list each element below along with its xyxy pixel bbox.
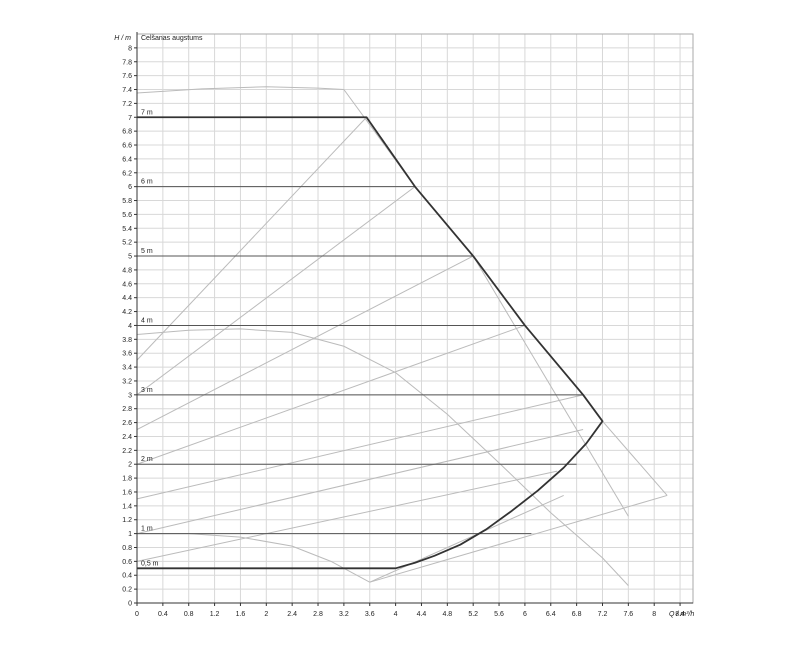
y-tick-label: 4.2: [122, 309, 132, 316]
helper-curve: [369, 494, 564, 583]
helper-curve: [472, 255, 629, 517]
grid: [136, 33, 694, 604]
y-tick-label: 0.4: [122, 573, 132, 580]
y-tick-label: 7.8: [122, 59, 132, 66]
y-tick-label: 5.6: [122, 212, 132, 219]
y-tick-label: 1.8: [122, 476, 132, 483]
y-tick-label: 5.4: [122, 226, 132, 233]
helper-lines: [136, 86, 668, 586]
x-tick-label: 3.6: [365, 611, 375, 618]
operating-envelope: [137, 116, 604, 570]
setpoint-lines: 7 m 6 m 5 m 4 m 3 m 2 m 1 m 0,5 m: [137, 109, 584, 569]
y-axis-label: H / m: [114, 35, 131, 42]
y-tick-label: 3.4: [122, 365, 132, 372]
setpoint-label: 4 m: [141, 317, 153, 324]
y-tick-label: 3.6: [122, 351, 132, 358]
setpoint-label: 6 m: [141, 179, 153, 186]
x-tick-label: 2: [264, 611, 268, 618]
x-tick-label: 6.8: [572, 611, 582, 618]
y-tick-label: 0.2: [122, 587, 132, 594]
y-tick-label: 2.4: [122, 434, 132, 441]
y-tick-label: 5.2: [122, 240, 132, 247]
y-tick-label: 0: [128, 601, 132, 608]
plot-frame: [136, 33, 694, 604]
y-tick-label: 2.6: [122, 420, 132, 427]
x-tick-label: 6.4: [546, 611, 556, 618]
y-tick-label: 4.4: [122, 295, 132, 302]
envelope-curve: [137, 116, 604, 570]
x-tick-label: 8.4: [675, 611, 685, 618]
y-tick-label: 7.4: [122, 87, 132, 94]
y-tick-label: 1: [128, 531, 132, 538]
helper-curve: [136, 255, 474, 430]
helper-curve: [136, 86, 344, 94]
y-tick-label: 2.2: [122, 448, 132, 455]
x-tick-label: 4.4: [417, 611, 427, 618]
setpoint-label: 5 m: [141, 248, 153, 255]
y-tick-label: 1.6: [122, 489, 132, 496]
setpoint-label: 1 m: [141, 526, 153, 533]
helper-curve: [136, 328, 629, 586]
chart-title: Celšanas augstums: [141, 35, 203, 42]
axes: [136, 32, 693, 604]
y-tick-label: 1.4: [122, 503, 132, 510]
helper-curve: [136, 429, 584, 535]
x-tick-label: 4: [394, 611, 398, 618]
helper-curve: [369, 494, 668, 583]
setpoint-label: 0,5 m: [141, 560, 159, 567]
x-tick-label: 3.2: [339, 611, 349, 618]
setpoint-label: 2 m: [141, 456, 153, 463]
y-tick-label: 1.2: [122, 517, 132, 524]
y-tick-label: 3.2: [122, 378, 132, 385]
x-tick-label: 4.8: [442, 611, 452, 618]
y-tick-label: 7: [128, 115, 132, 122]
y-tick-label: 2.8: [122, 406, 132, 413]
y-tick-label: 5: [128, 254, 132, 261]
y-tick-label: 6.8: [122, 129, 132, 136]
helper-curve: [136, 186, 416, 396]
x-tick-label: 0.8: [184, 611, 194, 618]
setpoint-label: 7 m: [141, 109, 153, 116]
x-tick-label: 2.8: [313, 611, 323, 618]
helper-curve: [602, 420, 668, 496]
helper-curve: [136, 116, 367, 361]
y-tick-label: 8: [128, 45, 132, 52]
x-tick-label: 8: [652, 611, 656, 618]
x-tick-label: 1.2: [210, 611, 220, 618]
y-tick-label: 6: [128, 184, 132, 191]
x-tick-label: 0: [135, 611, 139, 618]
x-tick-label: 7.6: [623, 611, 633, 618]
helper-curve: [136, 470, 558, 562]
helper-curve: [136, 394, 584, 500]
y-tick-label: 6.2: [122, 170, 132, 177]
y-tick-label: 7.2: [122, 101, 132, 108]
y-tick-label: 5.8: [122, 198, 132, 205]
x-tick-label: 5.6: [494, 611, 504, 618]
tick-labels: 0 0.4 0.8 1.2 1.6 2 2.4 2.8 3.2 3.6 4 4.4 4.8 5.2 5.6 6…: [122, 45, 685, 618]
y-tick-label: 7.6: [122, 73, 132, 80]
x-tick-label: 1.6: [236, 611, 246, 618]
y-tick-label: 4.8: [122, 267, 132, 274]
y-tick-label: 6.6: [122, 143, 132, 150]
x-tick-label: 5.2: [468, 611, 478, 618]
y-tick-label: 3.8: [122, 337, 132, 344]
y-tick-label: 4: [128, 323, 132, 330]
y-tick-label: 0.8: [122, 545, 132, 552]
x-axis-label: Q / m³/h: [669, 611, 694, 618]
x-tick-label: 7.2: [598, 611, 608, 618]
x-tick-label: 2.4: [287, 611, 297, 618]
x-tick-label: 6: [523, 611, 527, 618]
y-tick-label: 2: [128, 462, 132, 469]
y-tick-label: 4.6: [122, 281, 132, 288]
x-tick-label: 0.4: [158, 611, 168, 618]
setpoint-label: 3 m: [141, 387, 153, 394]
y-tick-label: 0.6: [122, 559, 132, 566]
y-tick-label: 6.4: [122, 156, 132, 163]
y-tick-label: 3: [128, 392, 132, 399]
